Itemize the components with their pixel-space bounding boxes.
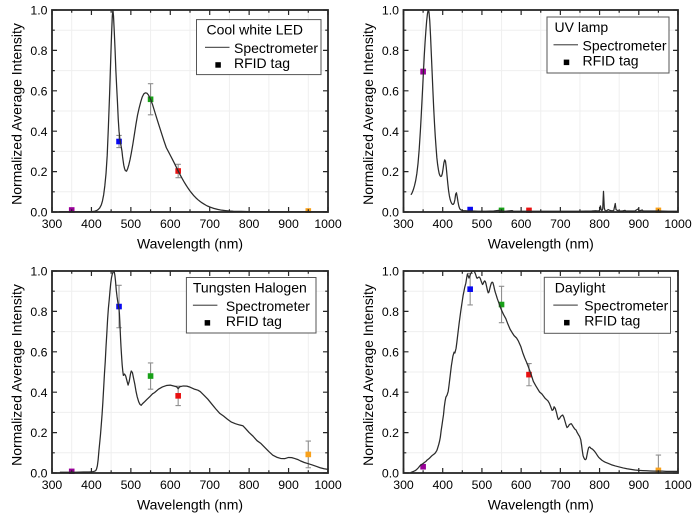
svg-text:800: 800	[239, 478, 260, 492]
svg-text:300: 300	[393, 217, 414, 231]
svg-text:600: 600	[160, 478, 181, 492]
svg-text:900: 900	[629, 217, 650, 231]
svg-text:0.8: 0.8	[382, 305, 399, 319]
svg-text:RFID tag: RFID tag	[226, 313, 282, 329]
svg-text:0.8: 0.8	[30, 305, 47, 319]
svg-text:0.2: 0.2	[30, 426, 47, 440]
svg-text:Tungsten Halogen: Tungsten Halogen	[193, 280, 307, 296]
svg-text:Spectrometer: Spectrometer	[226, 298, 310, 314]
svg-text:700: 700	[199, 478, 220, 492]
svg-text:500: 500	[472, 478, 493, 492]
svg-text:Normalized Average Intensity: Normalized Average Intensity	[9, 284, 25, 466]
svg-text:900: 900	[629, 478, 650, 492]
svg-text:0.4: 0.4	[382, 386, 399, 400]
svg-text:0.2: 0.2	[30, 165, 47, 179]
svg-text:600: 600	[511, 478, 532, 492]
svg-text:0.6: 0.6	[30, 345, 47, 359]
svg-text:1000: 1000	[664, 217, 692, 231]
svg-text:400: 400	[81, 478, 102, 492]
svg-text:Spectrometer: Spectrometer	[583, 37, 667, 53]
svg-text:400: 400	[432, 217, 453, 231]
svg-text:0.0: 0.0	[30, 206, 47, 220]
svg-text:0.2: 0.2	[382, 426, 399, 440]
svg-text:800: 800	[589, 478, 610, 492]
svg-text:Wavelength (nm): Wavelength (nm)	[137, 235, 243, 251]
svg-text:0.2: 0.2	[382, 165, 399, 179]
svg-text:1.0: 1.0	[382, 265, 399, 279]
svg-text:1.0: 1.0	[382, 4, 399, 18]
svg-text:Normalized Average Intensity: Normalized Average Intensity	[360, 23, 376, 205]
svg-text:0.4: 0.4	[30, 125, 47, 139]
svg-text:800: 800	[589, 217, 610, 231]
svg-text:300: 300	[42, 478, 63, 492]
svg-text:700: 700	[199, 217, 220, 231]
svg-text:Normalized Average Intensity: Normalized Average Intensity	[9, 23, 25, 205]
svg-text:400: 400	[81, 217, 102, 231]
svg-text:1.0: 1.0	[30, 4, 47, 18]
svg-text:1.0: 1.0	[30, 265, 47, 279]
svg-text:Cool white LED: Cool white LED	[207, 22, 304, 38]
svg-text:600: 600	[160, 217, 181, 231]
svg-text:900: 900	[278, 478, 299, 492]
svg-text:RFID tag: RFID tag	[584, 313, 640, 329]
svg-text:0.0: 0.0	[30, 467, 47, 481]
svg-text:RFID tag: RFID tag	[234, 55, 290, 71]
svg-text:RFID tag: RFID tag	[583, 52, 639, 68]
svg-text:0.6: 0.6	[382, 84, 399, 98]
svg-text:0.8: 0.8	[382, 44, 399, 58]
svg-text:400: 400	[432, 478, 453, 492]
svg-text:UV lamp: UV lamp	[555, 19, 609, 35]
svg-text:500: 500	[121, 217, 142, 231]
svg-text:0.8: 0.8	[30, 44, 47, 58]
svg-text:300: 300	[393, 478, 414, 492]
svg-text:900: 900	[278, 217, 299, 231]
svg-text:0.4: 0.4	[30, 386, 47, 400]
svg-text:700: 700	[550, 478, 571, 492]
svg-text:Normalized Average Intensity: Normalized Average Intensity	[360, 284, 376, 466]
svg-text:500: 500	[472, 217, 493, 231]
svg-text:Spectrometer: Spectrometer	[234, 40, 318, 56]
svg-text:500: 500	[121, 478, 142, 492]
svg-text:Daylight: Daylight	[555, 279, 606, 295]
svg-text:Wavelength (nm): Wavelength (nm)	[137, 496, 243, 512]
svg-text:Spectrometer: Spectrometer	[584, 298, 668, 314]
svg-text:0.4: 0.4	[382, 125, 399, 139]
svg-text:0.0: 0.0	[382, 467, 399, 481]
svg-text:1000: 1000	[314, 217, 342, 231]
svg-text:0.6: 0.6	[30, 84, 47, 98]
svg-text:1000: 1000	[314, 478, 342, 492]
svg-text:700: 700	[550, 217, 571, 231]
svg-text:0.0: 0.0	[382, 206, 399, 220]
svg-text:1000: 1000	[664, 478, 692, 492]
svg-text:Wavelength (nm): Wavelength (nm)	[488, 496, 594, 512]
svg-text:0.6: 0.6	[382, 345, 399, 359]
svg-text:300: 300	[42, 217, 63, 231]
svg-text:800: 800	[239, 217, 260, 231]
svg-text:Wavelength (nm): Wavelength (nm)	[488, 235, 594, 251]
svg-text:600: 600	[511, 217, 532, 231]
